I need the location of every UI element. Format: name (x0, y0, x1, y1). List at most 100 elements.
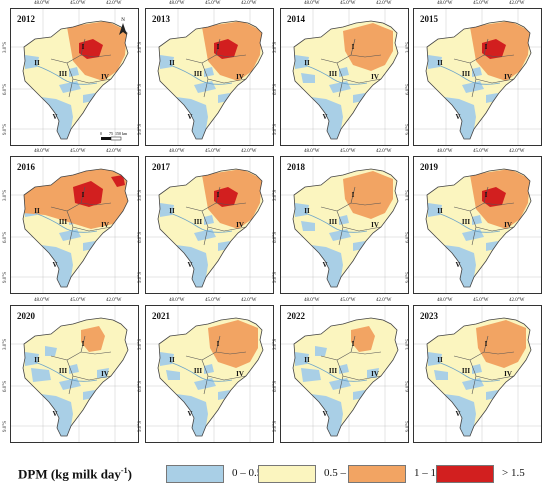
latitude-label: 6.0°S (406, 380, 411, 392)
longitude-label: 42.0°W (241, 1, 257, 6)
region-label-ii: II (34, 207, 40, 215)
region-label-ii: II (304, 207, 310, 215)
mesoregion-borders (50, 38, 112, 98)
latitude-label: 9.0°S (3, 123, 8, 135)
region-label-ii: II (304, 356, 310, 364)
map-panel-2012: I II III IV V N 0 75 150 km 2012 (10, 8, 139, 146)
map-panel-2021: I II III IV V 2021 (145, 305, 274, 443)
map-panel-2020: I II III IV V 2020 (10, 305, 139, 443)
longitude-label: 45.0°W (473, 1, 489, 6)
river-line (169, 64, 233, 85)
region-label-ii: II (169, 356, 175, 364)
zone-mid (158, 318, 263, 436)
map-panel-2014: I II III IV V 2014 (280, 8, 409, 146)
longitude-label: 42.0°W (106, 298, 122, 303)
zone-mid (426, 318, 531, 436)
latitude-label: 9.0°S (138, 271, 143, 283)
latitude-label: 6.0°S (406, 83, 411, 95)
latitude-label: 6.0°S (273, 231, 278, 243)
longitude-label: 45.0°W (473, 149, 489, 154)
river-line (169, 212, 233, 233)
river-line (437, 64, 501, 85)
longitude-label: 45.0°W (205, 1, 221, 6)
latitude-label: 9.0°S (3, 271, 8, 283)
region-label-iv: IV (504, 221, 512, 229)
region-label-v: V (52, 113, 57, 121)
state-outline (292, 20, 399, 140)
longitude-label: 42.0°W (376, 1, 392, 6)
region-label-iii: III (329, 218, 337, 226)
longitude-label: 48.0°W (34, 1, 50, 6)
svg-text:75: 75 (109, 131, 113, 136)
state-outline (425, 20, 532, 140)
zone-high (476, 320, 526, 368)
legend-label-mid: 0.5 – 1 (324, 467, 355, 479)
zone-low-patch (301, 221, 315, 231)
zone-low-patch (367, 368, 379, 378)
longitude-label: 42.0°W (241, 149, 257, 154)
region-label-v: V (52, 410, 57, 418)
longitude-label: 42.0°W (376, 149, 392, 154)
state-outline (22, 20, 129, 140)
region-label-v: V (187, 113, 192, 121)
zone-low-patch (315, 346, 327, 356)
zone-max (482, 39, 506, 59)
year-label: 2023 (420, 311, 438, 321)
region-label-v: V (322, 410, 327, 418)
latitude-label: 9.0°S (273, 123, 278, 135)
map-panel-2022: I II III IV V 2022 (280, 305, 409, 443)
year-label: 2019 (420, 162, 438, 172)
latitude-label: 9.0°S (406, 271, 411, 283)
region-label-iv: IV (101, 221, 109, 229)
year-label: 2018 (287, 162, 305, 172)
region-label-iii: III (462, 218, 470, 226)
zone-mid (23, 318, 128, 436)
region-label-v: V (455, 261, 460, 269)
map-panel-2023: I II III IV V 2023 (413, 305, 542, 443)
legend-swatch-high (348, 465, 406, 483)
state-outline (157, 317, 264, 437)
zone-max (79, 39, 103, 59)
latitude-label: 3.0°S (406, 189, 411, 201)
state-outline (292, 317, 399, 437)
map-panel-2016: I II III IV V 2016 (10, 156, 139, 294)
longitude-label: 42.0°W (509, 149, 525, 154)
longitude-label: 42.0°W (509, 1, 525, 6)
region-label-i: I (485, 43, 488, 51)
mesoregion-borders (50, 186, 112, 246)
legend: DPM (kg milk day-1) 0 – 0.5 0.5 – 1 1 – … (0, 450, 550, 500)
longitude-label: 42.0°W (106, 1, 122, 6)
zone-mid (293, 318, 398, 436)
region-label-iii: III (194, 367, 202, 375)
mesoregion-borders (185, 335, 247, 395)
svg-text:150 km: 150 km (115, 131, 128, 136)
longitude-label: 48.0°W (169, 149, 185, 154)
region-label-i: I (82, 191, 85, 199)
year-label: 2022 (287, 311, 305, 321)
mesoregion-borders (453, 186, 515, 246)
latitude-label: 9.0°S (273, 420, 278, 432)
region-label-v: V (52, 261, 57, 269)
map-panel-2017: I II III IV V 2017 (145, 156, 274, 294)
region-label-v: V (455, 113, 460, 121)
state-outline (425, 317, 532, 437)
latitude-label: 3.0°S (3, 338, 8, 350)
region-label-iv: IV (504, 370, 512, 378)
zone-high (351, 326, 375, 352)
zone-high (81, 326, 105, 352)
river-line (437, 212, 501, 233)
longitude-label: 45.0°W (340, 298, 356, 303)
zone-high (343, 23, 393, 71)
latitude-label: 6.0°S (3, 231, 8, 243)
region-label-i: I (352, 191, 355, 199)
latitude-label: 3.0°S (3, 41, 8, 53)
state-outline (157, 168, 264, 288)
longitude-label: 48.0°W (437, 149, 453, 154)
region-label-iii: III (59, 218, 67, 226)
latitude-label: 3.0°S (138, 189, 143, 201)
